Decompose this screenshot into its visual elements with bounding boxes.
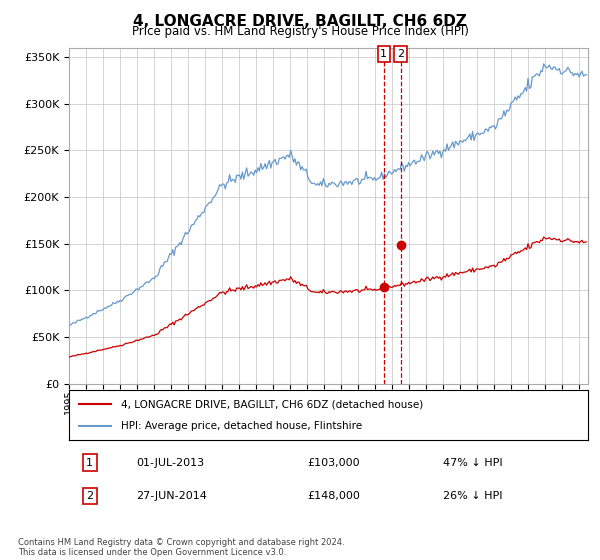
Text: HPI: Average price, detached house, Flintshire: HPI: Average price, detached house, Flin… xyxy=(121,421,362,431)
Text: 47% ↓ HPI: 47% ↓ HPI xyxy=(443,458,502,468)
Text: £148,000: £148,000 xyxy=(308,491,361,501)
Text: 01-JUL-2013: 01-JUL-2013 xyxy=(136,458,205,468)
Text: 27-JUN-2014: 27-JUN-2014 xyxy=(136,491,208,501)
Text: 4, LONGACRE DRIVE, BAGILLT, CH6 6DZ: 4, LONGACRE DRIVE, BAGILLT, CH6 6DZ xyxy=(133,14,467,29)
Text: 1: 1 xyxy=(380,49,388,59)
Text: 26% ↓ HPI: 26% ↓ HPI xyxy=(443,491,502,501)
Text: 2: 2 xyxy=(397,49,404,59)
Text: 1: 1 xyxy=(86,458,93,468)
Text: Price paid vs. HM Land Registry's House Price Index (HPI): Price paid vs. HM Land Registry's House … xyxy=(131,25,469,38)
Text: 4, LONGACRE DRIVE, BAGILLT, CH6 6DZ (detached house): 4, LONGACRE DRIVE, BAGILLT, CH6 6DZ (det… xyxy=(121,399,423,409)
Text: Contains HM Land Registry data © Crown copyright and database right 2024.
This d: Contains HM Land Registry data © Crown c… xyxy=(18,538,344,557)
Text: £103,000: £103,000 xyxy=(308,458,361,468)
Text: 2: 2 xyxy=(86,491,94,501)
